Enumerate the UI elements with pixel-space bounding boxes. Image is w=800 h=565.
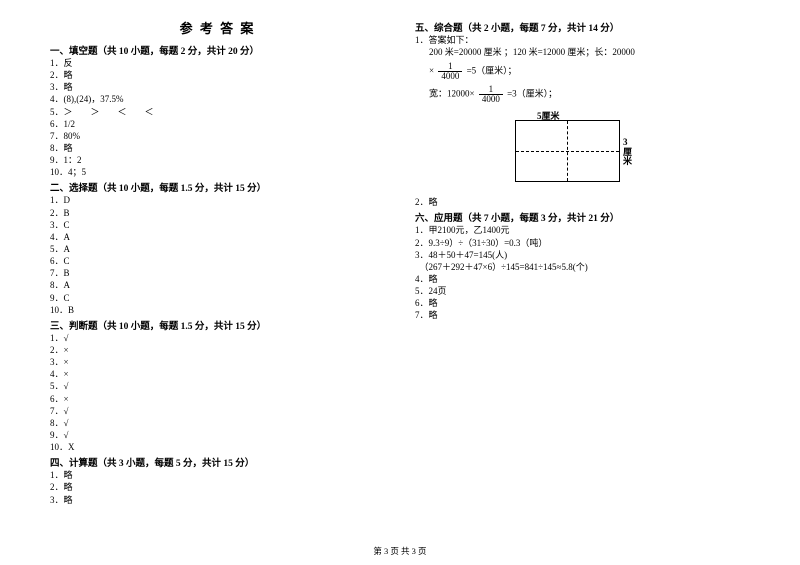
s2-9: 9．C bbox=[50, 292, 385, 304]
s3-3: 3．× bbox=[50, 356, 385, 368]
s3-2: 2．× bbox=[50, 344, 385, 356]
s2-4: 4．A bbox=[50, 231, 385, 243]
s6-6: 6．略 bbox=[415, 297, 750, 309]
s3-5: 5．√ bbox=[50, 380, 385, 392]
s5-1c-pre: 宽：12000× bbox=[429, 89, 475, 99]
rect-dash-vertical bbox=[567, 121, 568, 181]
s5-1a: 200 米=20000 厘米 ；120 米=12000 厘米；长：20000 bbox=[429, 46, 750, 58]
s3-4: 4．× bbox=[50, 368, 385, 380]
s3-7: 7．√ bbox=[50, 405, 385, 417]
s5-1: 1．答案如下： bbox=[415, 34, 750, 46]
s1-6: 6．1/2 bbox=[50, 118, 385, 130]
s3-8: 8．√ bbox=[50, 417, 385, 429]
section-6-heading: 六、应用题（共 7 小题，每题 3 分，共计 21 分） bbox=[415, 210, 750, 224]
fraction-1: 1 4000 bbox=[438, 62, 462, 81]
s1-2: 2．略 bbox=[50, 69, 385, 81]
s6-3b: （267＋292＋47×6）÷145=841÷145≈5.8(个) bbox=[415, 261, 750, 273]
s4-3: 3．略 bbox=[50, 494, 385, 506]
section-2-heading: 二、选择题（共 10 小题，每题 1.5 分，共计 15 分） bbox=[50, 180, 385, 194]
s1-5: 5．＞ ＞ ＜ ＜ bbox=[50, 106, 385, 118]
s1-7: 7．80% bbox=[50, 130, 385, 142]
s6-1: 1．甲2100元，乙1400元 bbox=[415, 224, 750, 236]
s1-9: 9．1：2 bbox=[50, 154, 385, 166]
left-column: 参 考 答 案 一、填空题（共 10 小题，每题 2 分，共计 20 分） 1．… bbox=[50, 18, 385, 506]
s2-2: 2．B bbox=[50, 207, 385, 219]
rect-label-right: 3 厘 米 bbox=[623, 138, 637, 166]
s6-7: 7．略 bbox=[415, 309, 750, 321]
s2-7: 7．B bbox=[50, 267, 385, 279]
s6-3: 3．48＋50＋47=145(人) bbox=[415, 249, 750, 261]
s2-1: 1．D bbox=[50, 194, 385, 206]
s1-8: 8．略 bbox=[50, 142, 385, 154]
s2-6: 6．C bbox=[50, 255, 385, 267]
s4-1: 1．略 bbox=[50, 469, 385, 481]
s2-8: 8．A bbox=[50, 279, 385, 291]
s4-2: 2．略 bbox=[50, 481, 385, 493]
s2-5: 5．A bbox=[50, 243, 385, 255]
s1-10: 10．4；5 bbox=[50, 166, 385, 178]
frac1-den: 4000 bbox=[438, 72, 462, 81]
s5-1c-post: =3（厘米）； bbox=[507, 89, 557, 99]
section-1-heading: 一、填空题（共 10 小题，每题 2 分，共计 20 分） bbox=[50, 43, 385, 57]
s5-1c: 宽：12000× 1 4000 =3（厘米）； bbox=[429, 85, 750, 104]
s5-2: 2．略 bbox=[415, 196, 750, 208]
s1-4: 4．(8),(24)，37.5% bbox=[50, 93, 385, 105]
s6-4: 4．略 bbox=[415, 273, 750, 285]
s6-5: 5．24页 bbox=[415, 285, 750, 297]
s3-6: 6．× bbox=[50, 393, 385, 405]
section-4-heading: 四、计算题（共 3 小题，每题 5 分，共计 15 分） bbox=[50, 455, 385, 469]
frac2-den: 4000 bbox=[479, 95, 503, 104]
section-5-heading: 五、综合题（共 2 小题，每题 7 分，共计 14 分） bbox=[415, 20, 750, 34]
right-column: 五、综合题（共 2 小题，每题 7 分，共计 14 分） 1．答案如下： 200… bbox=[415, 18, 750, 506]
s6-2: 2．9.3÷9）÷（31÷30）=0.3（吨） bbox=[415, 237, 750, 249]
s3-9: 9．√ bbox=[50, 429, 385, 441]
page-footer: 第 3 页 共 3 页 bbox=[0, 545, 800, 557]
s3-10: 10．X bbox=[50, 441, 385, 453]
rectangle-diagram: 5厘米 3 厘 米 bbox=[495, 110, 655, 188]
s3-1: 1．√ bbox=[50, 332, 385, 344]
page-title: 参 考 答 案 bbox=[50, 18, 385, 37]
s2-3: 3．C bbox=[50, 219, 385, 231]
rect-right-c: 米 bbox=[623, 156, 632, 166]
s2-10: 10．B bbox=[50, 304, 385, 316]
section-3-heading: 三、判断题（共 10 小题，每题 1.5 分，共计 15 分） bbox=[50, 318, 385, 332]
fraction-2: 1 4000 bbox=[479, 85, 503, 104]
s5-1b-pre: × bbox=[429, 66, 434, 76]
s5-1b: × 1 4000 =5（厘米）； bbox=[429, 62, 750, 81]
s5-1b-post: =5（厘米）； bbox=[467, 66, 517, 76]
s1-3: 3．略 bbox=[50, 81, 385, 93]
s1-1: 1．反 bbox=[50, 57, 385, 69]
